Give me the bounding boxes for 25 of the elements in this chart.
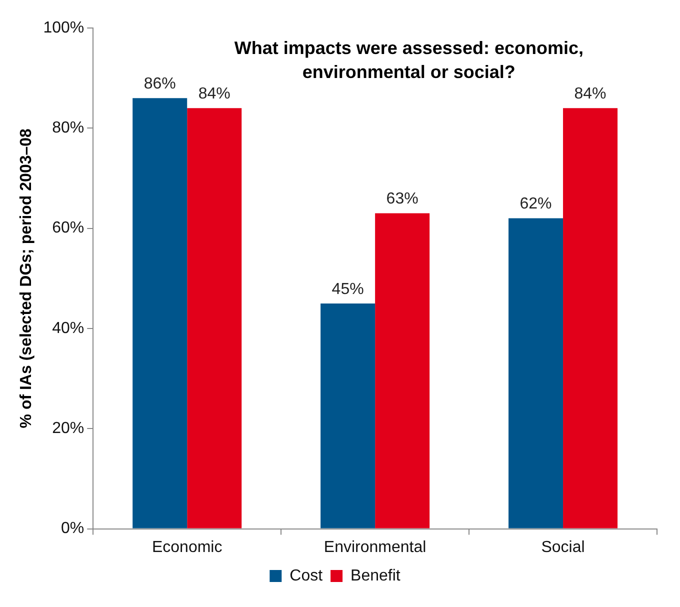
- bar: [375, 213, 430, 528]
- y-tick-label: 20%: [52, 420, 84, 438]
- y-tick-label: 80%: [52, 120, 84, 137]
- data-label: 62%: [520, 196, 552, 213]
- data-label: 84%: [574, 86, 606, 103]
- legend-label: Cost: [290, 567, 324, 584]
- y-tick-label: 0%: [60, 520, 84, 538]
- x-tick-label: Social: [541, 538, 585, 556]
- x-tick-label: Economic: [152, 538, 222, 556]
- bar: [132, 98, 188, 528]
- y-tick-label: 40%: [52, 320, 84, 337]
- y-axis-title: % of IAs (selected DGs; period 2003–08: [18, 128, 36, 428]
- data-label: 86%: [144, 76, 176, 93]
- data-label: 63%: [386, 190, 418, 208]
- data-label: 45%: [332, 280, 364, 298]
- bar: [508, 218, 564, 528]
- legend-label: Benefit: [350, 567, 401, 584]
- data-label: 84%: [198, 86, 230, 103]
- bar: [320, 303, 376, 528]
- text: What impacts were assessed: economic, environmental or social?: [234, 38, 584, 82]
- y-tick-label: 100%: [43, 19, 84, 36]
- bar: [187, 108, 242, 528]
- bar: [563, 108, 618, 528]
- y-tick-label: 60%: [52, 220, 84, 237]
- x-tick-label: Environmental: [324, 538, 426, 556]
